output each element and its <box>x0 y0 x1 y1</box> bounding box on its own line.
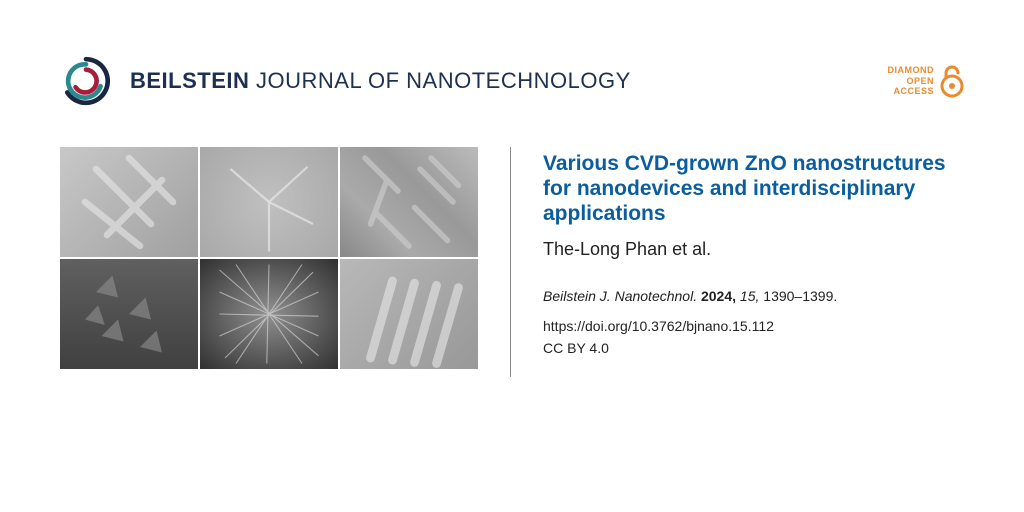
open-access-lock-icon <box>940 64 964 98</box>
article-title: Various CVD-grown ZnO nanostructures for… <box>543 151 964 227</box>
figure-thumbnail-grid <box>60 147 478 377</box>
citation-pages: 1390–1399. <box>763 288 837 304</box>
journal-name-bold: BEILSTEIN <box>130 68 249 93</box>
journal-name: BEILSTEIN JOURNAL OF NANOTECHNOLOGY <box>130 68 631 94</box>
header: BEILSTEIN JOURNAL OF NANOTECHNOLOGY DIAM… <box>0 0 1024 137</box>
citation-journal: Beilstein J. Nanotechnol. <box>543 288 697 304</box>
article-metadata: Various CVD-grown ZnO nanostructures for… <box>543 147 964 377</box>
thumb-panel <box>60 259 198 369</box>
open-access-text: DIAMOND OPEN ACCESS <box>888 65 935 97</box>
citation-year: 2024, <box>701 288 736 304</box>
article-license: CC BY 4.0 <box>543 340 964 356</box>
oa-line-diamond: DIAMOND <box>888 65 935 76</box>
thumb-panel <box>340 147 478 257</box>
article-doi[interactable]: https://doi.org/10.3762/bjnano.15.112 <box>543 318 964 334</box>
journal-name-light: JOURNAL OF NANOTECHNOLOGY <box>249 68 630 93</box>
thumb-panel <box>200 259 338 369</box>
thumb-panel <box>200 147 338 257</box>
article-authors: The-Long Phan et al. <box>543 239 964 260</box>
logo-group: BEILSTEIN JOURNAL OF NANOTECHNOLOGY <box>60 55 631 107</box>
oa-line-access: ACCESS <box>888 86 935 97</box>
open-access-badge: DIAMOND OPEN ACCESS <box>888 64 965 98</box>
article-citation: Beilstein J. Nanotechnol. 2024, 15, 1390… <box>543 288 964 304</box>
vertical-divider <box>510 147 511 377</box>
thumb-panel <box>60 147 198 257</box>
oa-line-open: OPEN <box>888 76 935 87</box>
content-row: Various CVD-grown ZnO nanostructures for… <box>0 137 1024 417</box>
beilstein-swirl-logo-icon <box>60 55 112 107</box>
citation-volume: 15, <box>740 288 759 304</box>
thumb-panel <box>340 259 478 369</box>
